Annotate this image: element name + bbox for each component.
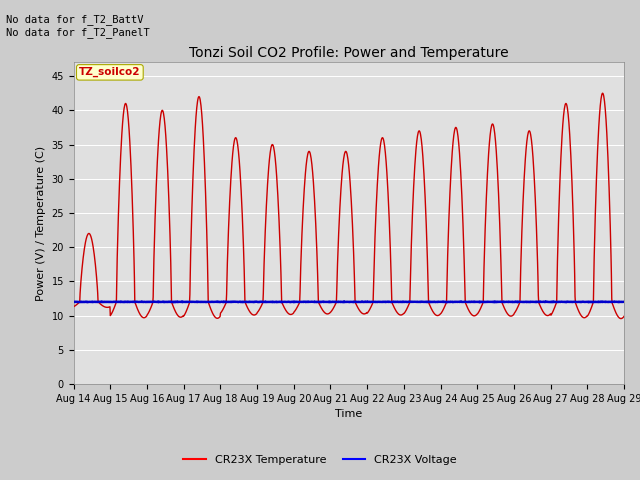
X-axis label: Time: Time: [335, 409, 362, 419]
Legend: CR23X Temperature, CR23X Voltage: CR23X Temperature, CR23X Voltage: [179, 451, 461, 469]
Text: No data for f_T2_BattV
No data for f_T2_PanelT: No data for f_T2_BattV No data for f_T2_…: [6, 14, 150, 38]
Y-axis label: Power (V) / Temperature (C): Power (V) / Temperature (C): [36, 145, 46, 301]
Text: TZ_soilco2: TZ_soilco2: [79, 67, 141, 77]
Title: Tonzi Soil CO2 Profile: Power and Temperature: Tonzi Soil CO2 Profile: Power and Temper…: [189, 46, 509, 60]
